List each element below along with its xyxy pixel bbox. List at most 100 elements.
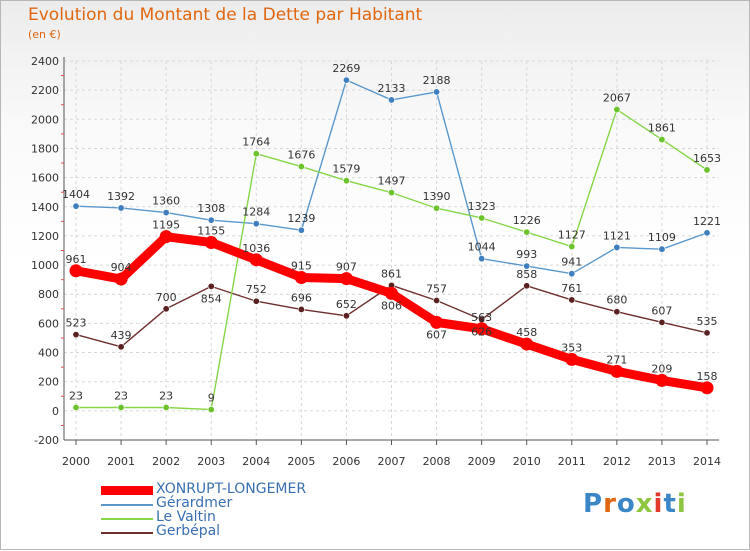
data-point: [297, 305, 305, 313]
data-point: [342, 177, 350, 185]
data-point: [297, 226, 305, 234]
data-label: 1109: [648, 231, 676, 244]
data-label: 1155: [197, 224, 225, 237]
data-label: 1239: [287, 212, 315, 225]
data-label: 680: [606, 294, 627, 307]
x-tick-label: 2011: [558, 455, 586, 468]
y-tick-label: 0: [52, 405, 59, 418]
data-point: [159, 230, 173, 244]
data-label: 563: [471, 311, 492, 324]
data-point: [204, 235, 218, 249]
data-label: 941: [561, 256, 582, 269]
data-label: 1121: [603, 229, 631, 242]
logo-letter: i: [676, 489, 687, 519]
data-label: 9: [208, 392, 215, 405]
data-point: [613, 308, 621, 316]
data-label: 696: [291, 291, 312, 304]
logo-letter: t: [663, 489, 677, 519]
data-label: 1284: [242, 206, 270, 219]
data-point: [294, 270, 308, 284]
data-label: 271: [606, 353, 627, 366]
data-label: 700: [156, 291, 177, 304]
data-point: [433, 296, 441, 304]
y-tick-label: 600: [38, 317, 59, 330]
y-tick-label: -200: [34, 434, 59, 447]
data-point: [72, 403, 80, 411]
data-point: [387, 189, 395, 197]
data-label: 1390: [423, 190, 451, 203]
data-point: [658, 136, 666, 144]
data-point: [72, 202, 80, 210]
logo-letter: P: [583, 489, 604, 519]
x-tick-label: 2006: [332, 455, 360, 468]
data-point: [658, 245, 666, 253]
data-point: [703, 229, 711, 237]
data-point: [69, 264, 83, 278]
data-label: 993: [516, 248, 537, 261]
x-tick-label: 2012: [603, 455, 631, 468]
data-label: 1676: [287, 149, 315, 162]
gridlines: [64, 60, 719, 441]
x-tick-label: 2013: [648, 455, 676, 468]
data-label: 1127: [558, 229, 586, 242]
data-label: 2188: [423, 74, 451, 87]
data-point: [703, 166, 711, 174]
legend-swatch-gerardmer: [101, 504, 153, 506]
data-point: [655, 373, 669, 387]
data-label: 1861: [648, 122, 676, 135]
data-point: [114, 272, 128, 286]
data-label: 1497: [378, 175, 406, 188]
x-tick-label: 2003: [197, 455, 225, 468]
data-label: 907: [336, 261, 357, 274]
data-label: 535: [697, 315, 718, 328]
data-point: [252, 220, 260, 228]
legend-label-xonrupt: XONRUPT-LONGEMER: [156, 481, 307, 497]
data-point: [249, 253, 263, 267]
data-label: 761: [561, 282, 582, 295]
data-point: [433, 204, 441, 212]
data-label: 626: [471, 326, 492, 339]
data-point: [207, 282, 215, 290]
data-point: [565, 352, 579, 366]
logo-letter: r: [603, 489, 617, 519]
data-point: [342, 76, 350, 84]
data-label: 1653: [693, 152, 721, 165]
data-point: [475, 322, 489, 336]
legend-swatch-xonrupt: [101, 486, 153, 495]
legend-label-gerardmer: Gérardmer: [156, 495, 233, 511]
logo-letter: x: [635, 489, 654, 519]
data-label: 23: [114, 389, 128, 402]
data-point: [117, 403, 125, 411]
data-label: 1036: [242, 242, 270, 255]
data-label: 458: [516, 326, 537, 339]
data-point: [207, 406, 215, 414]
data-point: [523, 262, 531, 270]
data-label: 158: [697, 370, 718, 383]
y-tick-label: 1800: [31, 142, 59, 155]
y-tick-label: 1600: [31, 172, 59, 185]
axes: -200 0 200 400 600 800 1000 1200 1400 1600 1800 200…: [31, 55, 721, 468]
data-label: 439: [111, 329, 132, 342]
y-tick-label: 2000: [31, 113, 59, 126]
x-tick-label: 2014: [693, 455, 721, 468]
data-label: 904: [111, 261, 132, 274]
y-tick-label: 800: [38, 288, 59, 301]
data-label: 1226: [513, 214, 541, 227]
data-label: 1195: [152, 219, 180, 232]
data-point: [117, 343, 125, 351]
data-label: 1308: [197, 202, 225, 215]
data-point: [568, 243, 576, 251]
proxiti-logo: Proxiti: [583, 489, 687, 519]
data-label: 1360: [152, 195, 180, 208]
y-tick-label: 200: [38, 376, 59, 389]
series-lines: [69, 76, 714, 414]
data-point: [703, 329, 711, 337]
data-label: 23: [159, 389, 173, 402]
data-point: [568, 296, 576, 304]
data-labels: 523 439 700 854 752 696 652 861 757 626 858 761 680 6…: [62, 62, 721, 404]
chart-title: Evolution du Montant de la Dette par Hab…: [28, 5, 423, 25]
data-label: 1392: [107, 190, 135, 203]
x-tick-label: 2000: [62, 455, 90, 468]
